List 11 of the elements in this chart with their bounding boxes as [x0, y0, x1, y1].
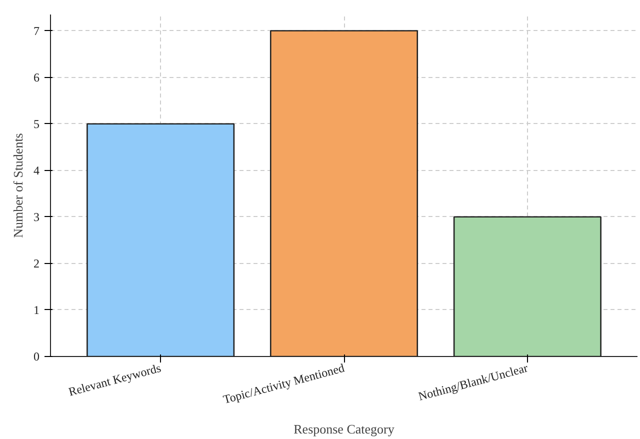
y-tick-label: 4 — [34, 163, 40, 178]
y-tick-label: 6 — [34, 70, 40, 84]
x-tick-label: Relevant Keywords — [67, 360, 163, 399]
x-axis-title: Response Category — [294, 421, 395, 436]
y-tick-label: 0 — [34, 350, 40, 364]
y-tick-label: 2 — [34, 256, 40, 270]
y-tick-label: 1 — [34, 302, 40, 317]
y-tick-label: 3 — [34, 210, 40, 224]
y-axis-title: Number of Students — [10, 133, 26, 238]
y-tick-label: 5 — [34, 116, 40, 131]
y-tick-label: 7 — [34, 24, 40, 38]
